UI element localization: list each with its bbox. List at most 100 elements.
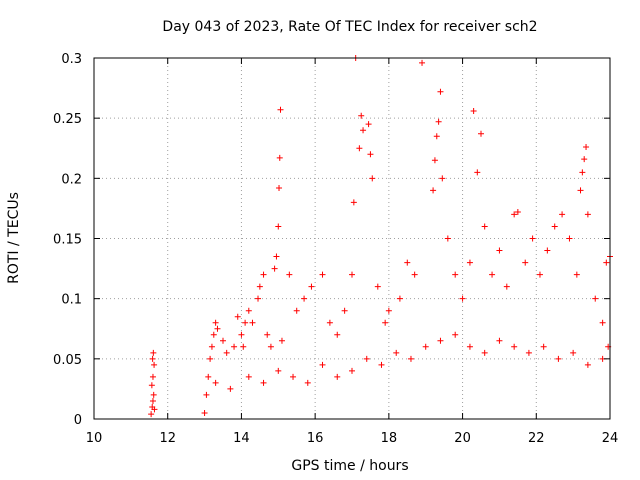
data-point	[360, 127, 367, 134]
data-point	[481, 349, 488, 356]
x-tick-label: 12	[159, 431, 176, 446]
data-point	[419, 59, 426, 66]
data-point	[481, 223, 488, 230]
data-point	[503, 283, 510, 290]
data-point	[245, 373, 252, 380]
y-tick-label: 0.3	[61, 52, 82, 67]
data-point	[365, 121, 372, 128]
data-point	[249, 319, 256, 326]
data-point	[273, 253, 280, 260]
x-tick-label: 10	[86, 431, 103, 446]
x-tick-label: 16	[307, 431, 324, 446]
y-tick-label: 0.2	[61, 172, 82, 187]
data-point	[584, 361, 591, 368]
data-point	[301, 295, 308, 302]
data-point	[319, 271, 326, 278]
x-tick-label: 20	[454, 431, 471, 446]
data-point	[245, 307, 252, 314]
data-point	[599, 319, 606, 326]
data-point	[349, 367, 355, 374]
data-point	[522, 259, 529, 266]
data-point	[255, 295, 262, 302]
data-point	[496, 247, 503, 254]
data-point	[369, 175, 376, 182]
y-tick-label: 0	[74, 413, 82, 428]
data-point	[231, 343, 238, 350]
x-tick-label: 24	[602, 431, 619, 446]
data-point	[452, 331, 459, 338]
data-point	[234, 313, 241, 320]
x-tick-label: 18	[381, 431, 398, 446]
data-point	[276, 154, 283, 161]
data-point	[404, 259, 411, 266]
x-axis-label: GPS time / hours	[291, 458, 408, 474]
data-point	[358, 112, 365, 119]
y-axis-label: ROTI / TECUs	[6, 192, 22, 284]
data-point	[444, 235, 451, 242]
data-point	[278, 337, 285, 344]
data-point	[356, 145, 363, 152]
data-point	[149, 355, 156, 362]
data-point	[581, 156, 588, 163]
data-point	[478, 130, 484, 137]
data-point	[205, 373, 212, 380]
data-point	[544, 247, 551, 254]
y-tick-label: 0.05	[53, 353, 82, 368]
data-point	[264, 331, 271, 338]
y-tick-label: 0.25	[53, 112, 82, 127]
data-point	[559, 211, 566, 218]
data-point	[334, 331, 341, 338]
data-point	[349, 271, 355, 278]
data-point	[277, 106, 284, 113]
data-point	[466, 259, 473, 266]
data-point	[212, 379, 219, 386]
data-point	[466, 343, 473, 350]
grid-lines	[94, 58, 610, 419]
data-point	[435, 118, 442, 125]
data-point	[437, 88, 444, 95]
data-point	[304, 379, 311, 386]
data-point	[286, 271, 293, 278]
data-point	[584, 211, 591, 218]
data-point	[555, 355, 562, 362]
data-point	[529, 235, 536, 242]
data-point	[511, 211, 518, 218]
y-tick-label: 0.1	[61, 293, 82, 308]
data-point	[334, 373, 341, 380]
data-point	[459, 295, 466, 302]
data-point	[378, 361, 385, 368]
data-point	[439, 175, 446, 182]
data-point	[367, 151, 374, 158]
data-point	[275, 367, 282, 374]
data-point	[290, 373, 297, 380]
data-point	[227, 385, 234, 392]
data-point	[385, 307, 392, 314]
data-point	[271, 265, 278, 272]
data-point	[407, 355, 414, 362]
data-point	[525, 349, 532, 356]
data-point	[514, 209, 521, 216]
data-point	[341, 307, 348, 314]
data-point	[149, 397, 156, 404]
chart-title: Day 043 of 2023, Rate Of TEC Index for r…	[162, 19, 537, 35]
data-point	[422, 343, 429, 350]
data-point	[374, 283, 381, 290]
data-point	[393, 349, 400, 356]
data-point	[573, 271, 580, 278]
data-point	[293, 307, 300, 314]
data-point	[350, 199, 357, 206]
data-point	[363, 355, 370, 362]
data-point	[511, 343, 518, 350]
data-point	[260, 271, 267, 278]
y-tick-label: 0.15	[53, 233, 82, 248]
data-point	[214, 325, 221, 332]
data-point	[201, 409, 208, 416]
data-point	[276, 184, 283, 191]
data-point	[583, 144, 590, 151]
data-point	[149, 373, 156, 380]
data-point	[256, 283, 263, 290]
data-point	[240, 343, 247, 350]
data-point	[411, 271, 418, 278]
data-points	[148, 55, 613, 418]
